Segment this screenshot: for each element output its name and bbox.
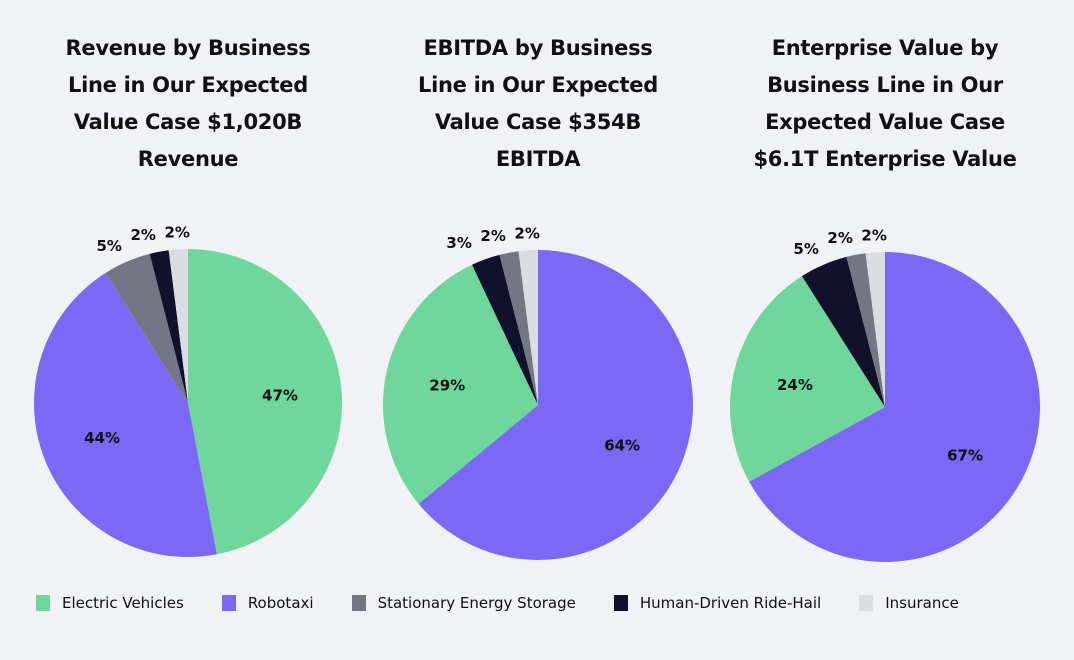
- pie-slice-robotaxi: [34, 272, 217, 557]
- data-label-insurance: 2%: [861, 226, 886, 244]
- pie-slice-insurance: [518, 250, 538, 405]
- legend-item-electric-vehicles: Electric Vehicles: [36, 594, 184, 612]
- title-line: EBITDA: [495, 147, 581, 171]
- title-line: EBITDA by Business: [423, 36, 653, 60]
- title-line: Revenue by Business: [65, 36, 311, 60]
- pie-slice-electric-vehicles: [729, 276, 885, 482]
- title-line: $6.1T Enterprise Value: [753, 147, 1017, 171]
- title-line: Enterprise Value by: [771, 36, 999, 60]
- legend-item-energy-storage: Stationary Energy Storage: [351, 594, 576, 612]
- legend-label: Insurance: [885, 594, 959, 612]
- legend-swatch: [351, 595, 366, 611]
- data-label-insurance: 2%: [514, 224, 539, 242]
- data-label-robotaxi: 67%: [947, 446, 983, 464]
- pie-slice-stationary-energy-storage: [105, 253, 188, 403]
- pie-slice-human-driven-ride-hail: [801, 256, 885, 407]
- title-line: Value Case $354B: [434, 110, 642, 134]
- legend-label: Stationary Energy Storage: [377, 594, 576, 612]
- legend-swatch: [36, 595, 50, 611]
- legend-item-insurance: Insurance: [859, 594, 959, 612]
- title-line: Revenue: [137, 147, 239, 171]
- data-label-robotaxi: 44%: [84, 429, 120, 447]
- data-label-insurance: 2%: [164, 223, 189, 241]
- data-label-robotaxi: 64%: [604, 437, 640, 455]
- pie-slice-human-driven-ride-hail: [149, 250, 188, 403]
- legend-swatch: [613, 595, 628, 611]
- data-label-electric-vehicles: 24%: [777, 376, 813, 394]
- title-line: Line in Our Expected: [68, 73, 308, 97]
- data-label-stationary-energy-storage: 2%: [827, 229, 852, 247]
- legend-item-ride-hail: Human-Driven Ride-Hail: [613, 594, 822, 612]
- data-label-stationary-energy-storage: 2%: [480, 227, 505, 245]
- title-line: Line in Our Expected: [418, 73, 658, 97]
- title-line: Business Line in Our: [767, 73, 1003, 97]
- legend-item-robotaxi: Robotaxi: [221, 594, 314, 612]
- pie-slice-insurance: [168, 249, 188, 403]
- data-label-electric-vehicles: 47%: [262, 386, 298, 404]
- data-label-human-driven-ride-hail: 2%: [130, 226, 155, 244]
- legend-label: Human-Driven Ride-Hail: [639, 594, 822, 612]
- data-label-human-driven-ride-hail: 5%: [793, 240, 818, 258]
- pie-slice-insurance: [865, 252, 885, 407]
- pie-slice-human-driven-ride-hail: [472, 254, 538, 405]
- legend-swatch: [221, 595, 236, 611]
- chart-title-revenue: Revenue by Business Line in Our Expected…: [18, 30, 358, 178]
- title-line: Value Case $1,020B: [73, 110, 303, 134]
- pie-slice-electric-vehicles: [188, 249, 342, 555]
- legend-label: Robotaxi: [247, 594, 314, 612]
- pie-slice-stationary-energy-storage: [499, 251, 538, 405]
- data-label-stationary-energy-storage: 5%: [96, 237, 121, 255]
- legend-swatch: [859, 595, 874, 611]
- pie-slice-electric-vehicles: [382, 264, 538, 504]
- chart-title-ebitda: EBITDA by Business Line in Our Expected …: [368, 30, 708, 178]
- legend: Electric Vehicles Robotaxi Stationary En…: [36, 594, 959, 612]
- data-label-human-driven-ride-hail: 3%: [446, 234, 471, 252]
- pie-slice-stationary-energy-storage: [846, 253, 885, 407]
- chart-title-enterprise-value: Enterprise Value by Business Line in Our…: [715, 30, 1055, 178]
- legend-label: Electric Vehicles: [62, 594, 184, 612]
- pie-slice-robotaxi: [749, 252, 1040, 562]
- data-label-electric-vehicles: 29%: [429, 377, 465, 395]
- pie-slice-robotaxi: [418, 250, 693, 561]
- title-line: Expected Value Case: [765, 110, 1005, 134]
